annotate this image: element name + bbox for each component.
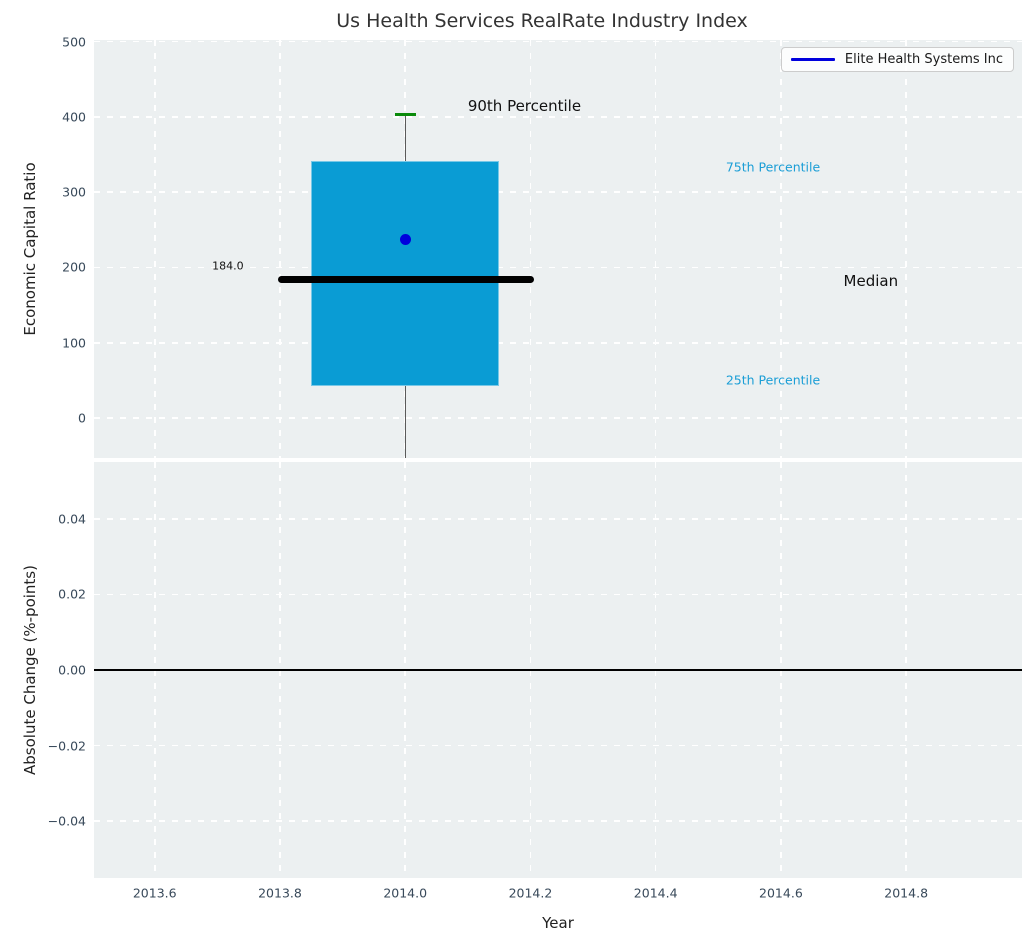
- x-tick-label: 2014.2: [508, 885, 553, 901]
- h-gridline: [94, 40, 1022, 43]
- h-gridline: [94, 593, 1022, 596]
- h-gridline: [94, 820, 1022, 823]
- legend-line-swatch: [790, 58, 835, 61]
- h-gridline: [94, 191, 1022, 193]
- h-gridline: [94, 517, 1022, 520]
- x-tick-label: 2013.8: [258, 885, 302, 901]
- median-line: [278, 276, 534, 283]
- v-gridline: [905, 40, 907, 458]
- h-gridline: [94, 744, 1022, 747]
- iqr-box: [311, 160, 500, 387]
- y-tick-label: 200: [62, 259, 86, 275]
- h-gridline: [94, 417, 1022, 419]
- v-gridline: [654, 40, 657, 458]
- x-axis-label: Year: [542, 914, 574, 932]
- v-gridline: [153, 40, 156, 458]
- y-tick-label: 100: [62, 335, 86, 351]
- upper-cap: [394, 113, 416, 117]
- company-data-point: [399, 234, 411, 246]
- chart-title: Us Health Services RealRate Industry Ind…: [336, 10, 748, 32]
- annotation-90th-percentile: 90th Percentile: [467, 96, 582, 115]
- annotation-25th-percentile: 25th Percentile: [725, 372, 821, 388]
- zero-line: [94, 669, 1022, 671]
- y-tick-label: 500: [62, 34, 86, 49]
- y-tick-label: 400: [62, 109, 86, 125]
- y-tick-label: 300: [62, 184, 86, 200]
- y-tick-label: 0.00: [58, 662, 86, 678]
- legend: Elite Health Systems Inc: [780, 47, 1014, 72]
- v-gridline: [780, 40, 782, 458]
- h-gridline: [94, 266, 1022, 269]
- top-y-axis-label: Economic Capital Ratio: [21, 162, 39, 336]
- y-tick-label: 0.04: [58, 511, 86, 527]
- x-tick-label: 2013.6: [132, 885, 177, 901]
- h-gridline: [94, 341, 1022, 344]
- top-axes-plot-area: Elite Health Systems Inc 90th Percentile…: [94, 40, 1022, 458]
- x-tick-label: 2014.8: [884, 885, 929, 901]
- annotation-184-0: 184.0: [212, 259, 244, 273]
- y-tick-label: −0.04: [47, 813, 86, 829]
- v-gridline: [279, 40, 281, 458]
- h-gridline: [94, 116, 1022, 118]
- x-tick-label: 2014.4: [633, 885, 678, 901]
- annotation-75th-percentile: 75th Percentile: [725, 159, 821, 175]
- x-tick-label: 2014.0: [383, 885, 428, 901]
- legend-label: Elite Health Systems Inc: [844, 52, 1003, 67]
- annotation-median: Median: [843, 272, 899, 290]
- x-tick-label: 2014.6: [759, 885, 803, 901]
- v-gridline: [529, 40, 532, 458]
- y-tick-label: 0: [78, 410, 86, 426]
- y-tick-label: 0.02: [58, 586, 86, 602]
- y-tick-label: −0.02: [47, 738, 86, 754]
- bottom-y-axis-label: Absolute Change (%-points): [21, 565, 39, 775]
- bottom-axes-plot-area: [94, 462, 1022, 878]
